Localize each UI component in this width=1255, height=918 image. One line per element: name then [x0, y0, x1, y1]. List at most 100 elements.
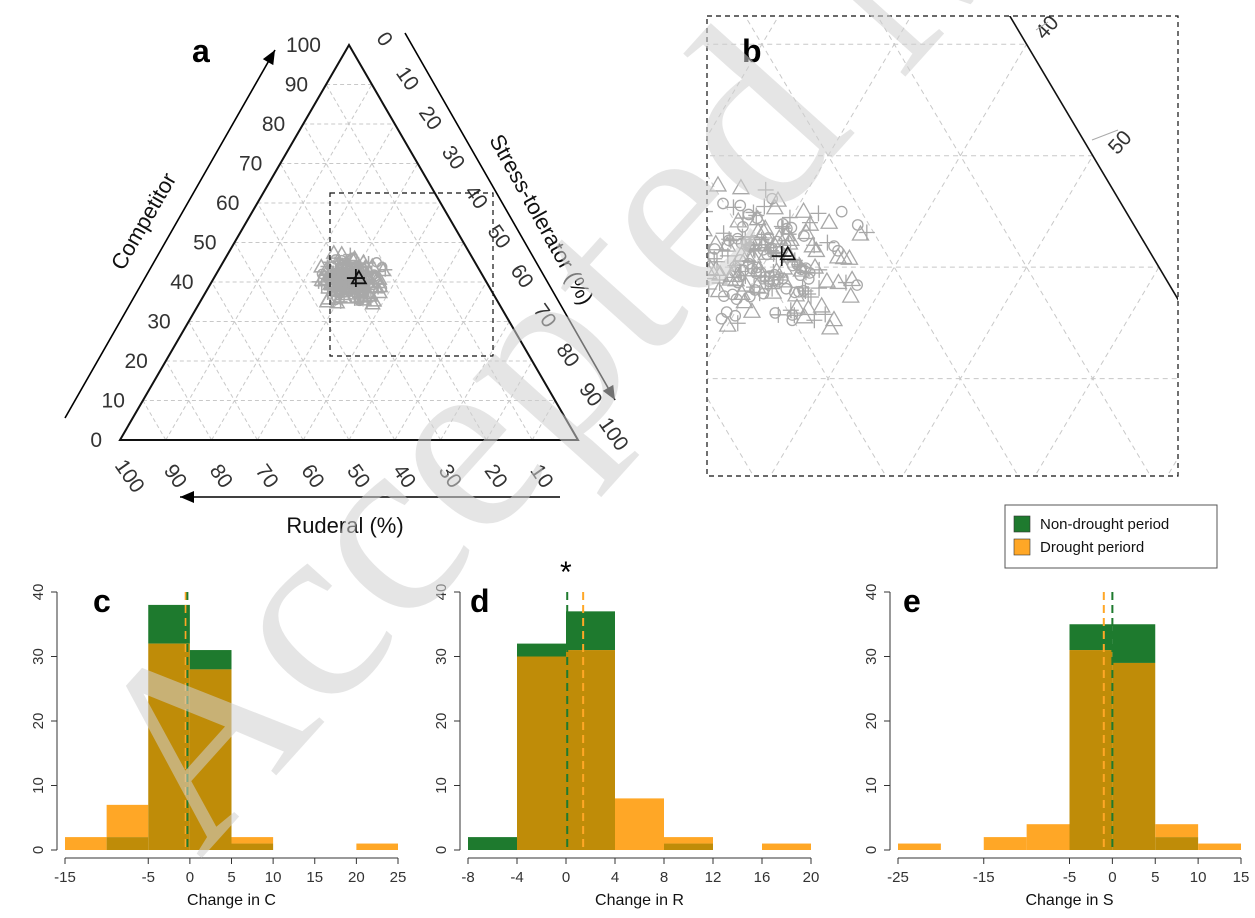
- bar-overlap: [106, 837, 149, 850]
- competitor-tick: 100: [286, 34, 321, 57]
- x-tick-label: -15: [973, 869, 995, 886]
- grid-line-stress: [394, 281, 487, 441]
- data-point-triangle: [325, 244, 343, 259]
- zoom-data-point-triangle: [781, 230, 800, 247]
- legend-swatch-non-drought: [1013, 515, 1031, 533]
- bar-drought: [1155, 824, 1199, 838]
- zoom-data-point-triangle: [807, 241, 826, 258]
- x-tick-label: 25: [390, 869, 407, 886]
- zoom-stress-tick: 50: [1104, 126, 1137, 159]
- data-point-triangle: [371, 277, 389, 293]
- data-point-triangle: [371, 270, 388, 285]
- x-tick-label: 4: [611, 869, 619, 886]
- bar-non-drought: [148, 604, 190, 644]
- data-point-plus: [360, 293, 375, 308]
- y-tick-label: 20: [433, 713, 450, 730]
- zoom-data-point-triangle: [763, 282, 783, 299]
- bar-drought: [898, 843, 941, 850]
- zoom-data-point-plus: [745, 204, 762, 221]
- grid-line-stress: [485, 360, 533, 441]
- x-tick-label: -15: [54, 869, 76, 886]
- y-tick-label: 40: [433, 584, 450, 601]
- panel-label-b: b: [742, 33, 762, 69]
- grid-line-stress: [440, 321, 510, 441]
- bar-drought: [65, 837, 107, 850]
- zoom-data-point-circle: [734, 199, 747, 212]
- zoom-data-point-triangle: [829, 273, 848, 290]
- x-axis-label: Change in C: [187, 892, 276, 909]
- zoom-data-point-triangle: [792, 260, 811, 277]
- grid-line-ruderal: [165, 360, 213, 441]
- panel-label-a: a: [192, 33, 210, 69]
- grid-line-ruderal: [234, 242, 350, 441]
- bar-overlap: [664, 843, 713, 850]
- grid-line-ruderal: [279, 163, 442, 441]
- bar-non-drought: [517, 643, 566, 657]
- zoom-data-point-triangle: [707, 259, 726, 276]
- histogram-d: 0 10 20 30 40 -8 -4 0 4 8 12 16 20 Change in R: [433, 584, 819, 909]
- bar-drought: [1026, 824, 1070, 850]
- ruderal-tick: 90: [159, 460, 191, 492]
- bar-drought: [983, 837, 1027, 850]
- zoom-data-point-triangle: [735, 292, 754, 309]
- bar-overlap: [148, 643, 190, 850]
- bar-non-drought: [468, 837, 517, 850]
- zoom-data-point-plus: [735, 210, 752, 227]
- zoom-data-point-plus: [707, 280, 717, 297]
- significance-marker: *: [560, 556, 572, 589]
- x-tick-label: -8: [461, 869, 474, 886]
- zoom-data-point-circle: [743, 290, 756, 303]
- x-tick-label: -25: [887, 869, 909, 886]
- zoom-grid-line: [707, 16, 912, 361]
- data-point-circle: [356, 279, 368, 291]
- bar-drought: [356, 843, 398, 850]
- bar-drought: [615, 798, 664, 850]
- data-point-circle: [376, 261, 388, 273]
- competitor-tick: 90: [285, 74, 308, 97]
- stress-tolerator-axis-arrow-head: [602, 384, 615, 400]
- zoom-data-point-plus: [729, 315, 746, 332]
- zoom-data-point-plus: [715, 225, 732, 242]
- zoom-grid-line: [1034, 266, 1160, 476]
- zoom-data-point-plus: [746, 260, 763, 277]
- x-tick-label: 20: [803, 869, 820, 886]
- zoom-data-point-triangle: [711, 264, 730, 281]
- zoom-centroid-triangle: [779, 245, 797, 261]
- x-tick-label: -5: [142, 869, 155, 886]
- stress-tolerator-tick: 0: [372, 28, 398, 51]
- zoom-data-point-circle: [780, 282, 793, 295]
- zoom-data-point-plus: [734, 228, 751, 245]
- zoom-data-point-plus: [741, 236, 758, 253]
- zoom-data-point-plus: [748, 207, 765, 224]
- x-tick-label: 12: [705, 869, 722, 886]
- zoom-data-point-plus: [707, 210, 713, 213]
- zoom-data-point-triangle: [707, 263, 718, 280]
- zoom-data-point-triangle: [743, 246, 762, 263]
- y-tick-label: 10: [433, 777, 450, 794]
- zoom-data-point-triangle: [756, 219, 775, 235]
- grid-line-stress: [348, 242, 464, 441]
- zoom-grid-line: [769, 43, 1028, 476]
- x-tick-label: 15: [1233, 869, 1250, 886]
- zoom-triangle-edge: [1008, 16, 1178, 301]
- bar-overlap: [1069, 650, 1113, 850]
- zoom-data-point-triangle: [820, 318, 840, 335]
- zoom-data-point-plus: [737, 231, 754, 248]
- zoom-data-point-circle: [781, 222, 793, 235]
- zoom-data-point-triangle: [707, 259, 720, 276]
- zoom-data-point-triangle: [786, 285, 806, 302]
- y-tick-label: 0: [863, 846, 880, 854]
- histogram-c: 0 10 20 30 40 -15 -5 0 5 10 15 20 25 Change in C: [30, 584, 406, 909]
- bar-overlap: [566, 650, 615, 850]
- zoom-data-point-circle: [763, 275, 776, 288]
- x-axis-label: Change in S: [1025, 892, 1113, 909]
- histogram-e: 0 10 20 30 40 -25 -15 -5 0 5 10 15 Change in S: [863, 584, 1249, 909]
- zoom-data-point-circle: [835, 205, 848, 218]
- bar-drought: [1198, 843, 1241, 850]
- zoom-data-point-plus: [819, 234, 836, 251]
- grid-line-stress: [531, 400, 556, 441]
- grid-line-ruderal: [188, 321, 258, 441]
- zoom-data-point-triangle: [707, 225, 713, 237]
- data-point-plus: [332, 274, 347, 289]
